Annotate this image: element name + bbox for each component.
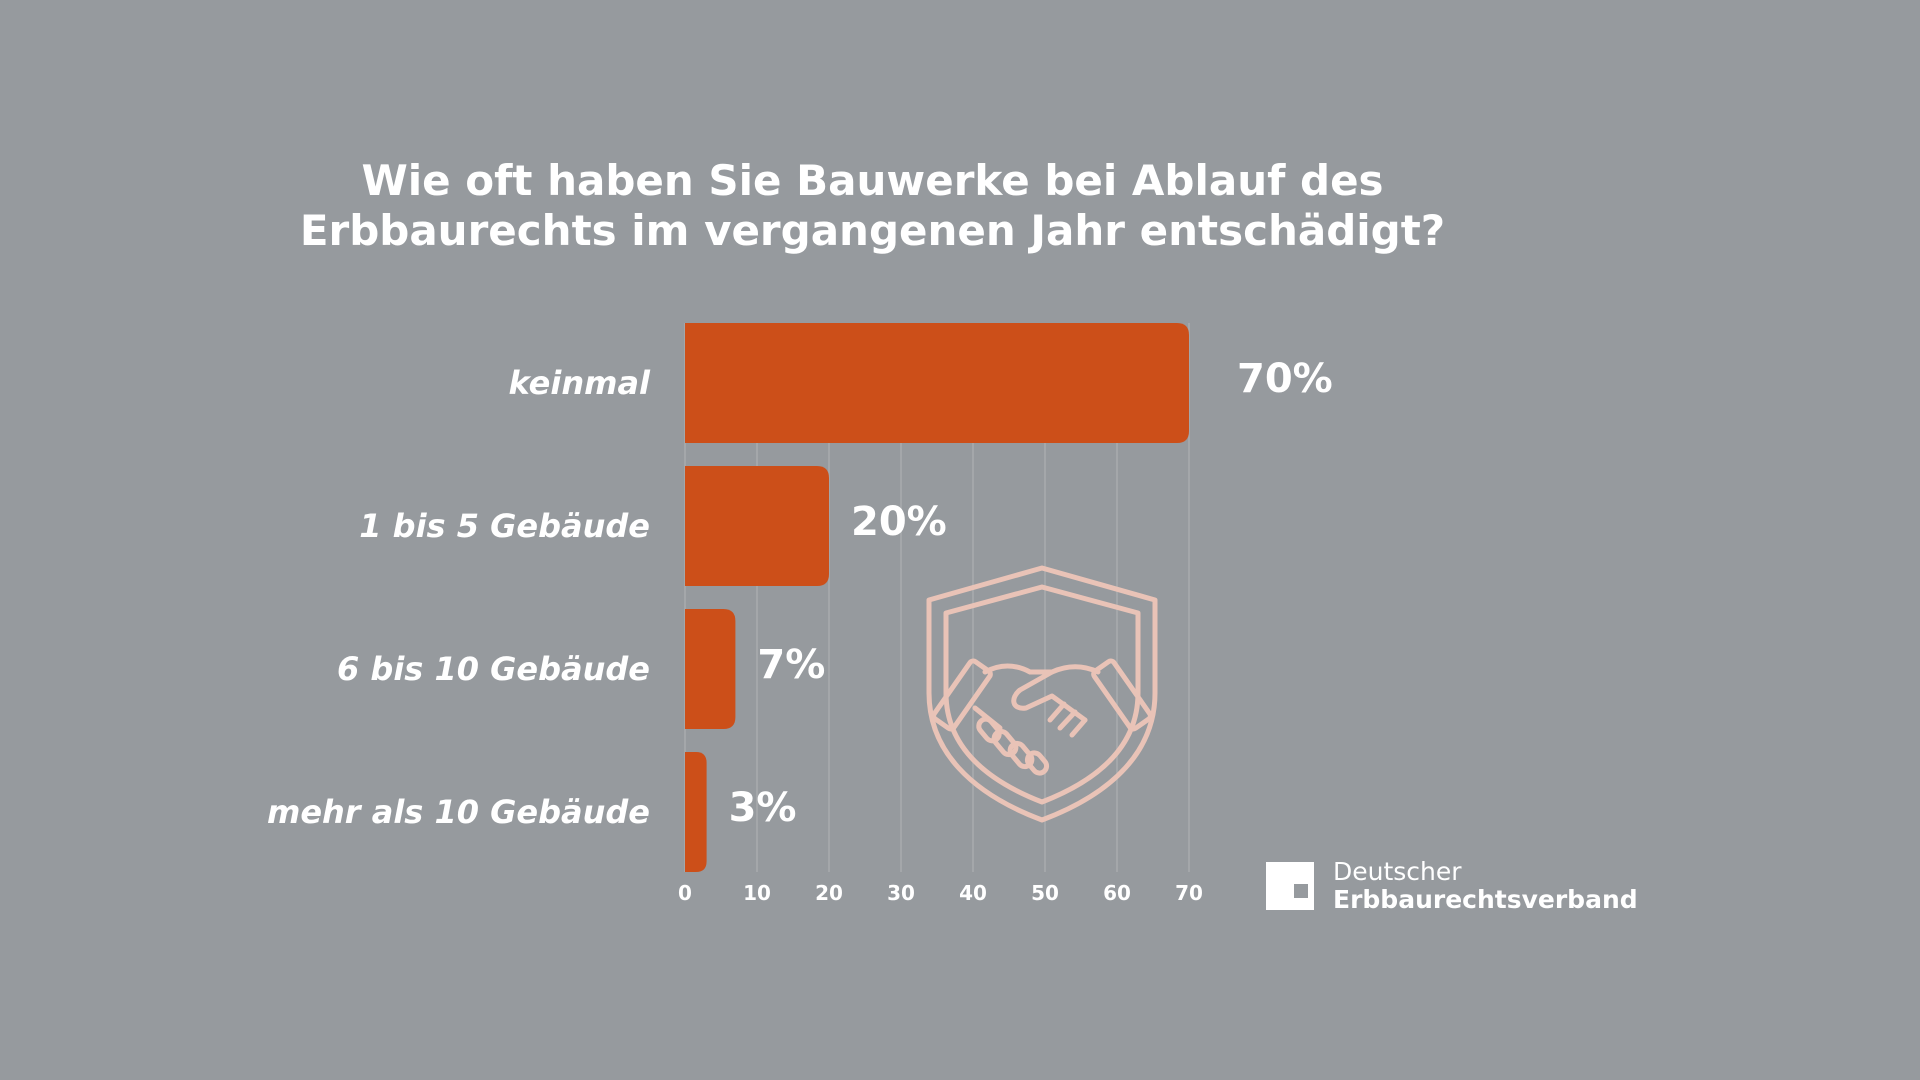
logo-line-1: Deutscher <box>1333 858 1638 886</box>
x-tick-label-30: 30 <box>887 881 915 905</box>
x-tick-label-10: 10 <box>743 881 771 905</box>
x-axis-tick-labels: 0 10 20 30 40 50 60 70 <box>678 881 1203 905</box>
logo-mark <box>1266 862 1314 910</box>
x-tick-label-70: 70 <box>1175 881 1203 905</box>
category-labels: keinmal 1 bis 5 Gebäude 6 bis 10 Gebäude me… <box>267 364 651 831</box>
x-tick-label-40: 40 <box>959 881 987 905</box>
handshake-shield-icon <box>929 568 1155 820</box>
x-tick-label-0: 0 <box>678 881 692 905</box>
bar-3 <box>685 752 707 872</box>
category-label-2: 6 bis 10 Gebäude <box>337 650 650 688</box>
x-tick-label-50: 50 <box>1031 881 1059 905</box>
x-tick-label-60: 60 <box>1103 881 1131 905</box>
category-label-0: keinmal <box>509 364 652 402</box>
value-label-3: 3% <box>729 785 797 831</box>
bar-0 <box>685 323 1189 443</box>
value-label-2: 7% <box>757 642 825 688</box>
logo-text: Deutscher Erbbaurechtsverband <box>1333 858 1638 914</box>
category-label-1: 1 bis 5 Gebäude <box>359 507 650 545</box>
value-label-0: 70% <box>1237 356 1333 402</box>
category-label-3: mehr als 10 Gebäude <box>267 793 650 831</box>
logo: Deutscher Erbbaurechtsverband <box>1266 858 1638 914</box>
value-label-1: 20% <box>851 499 947 545</box>
bar-2 <box>685 609 735 729</box>
logo-line-2: Erbbaurechtsverband <box>1333 886 1638 914</box>
x-tick-label-20: 20 <box>815 881 843 905</box>
bar-1 <box>685 466 829 586</box>
